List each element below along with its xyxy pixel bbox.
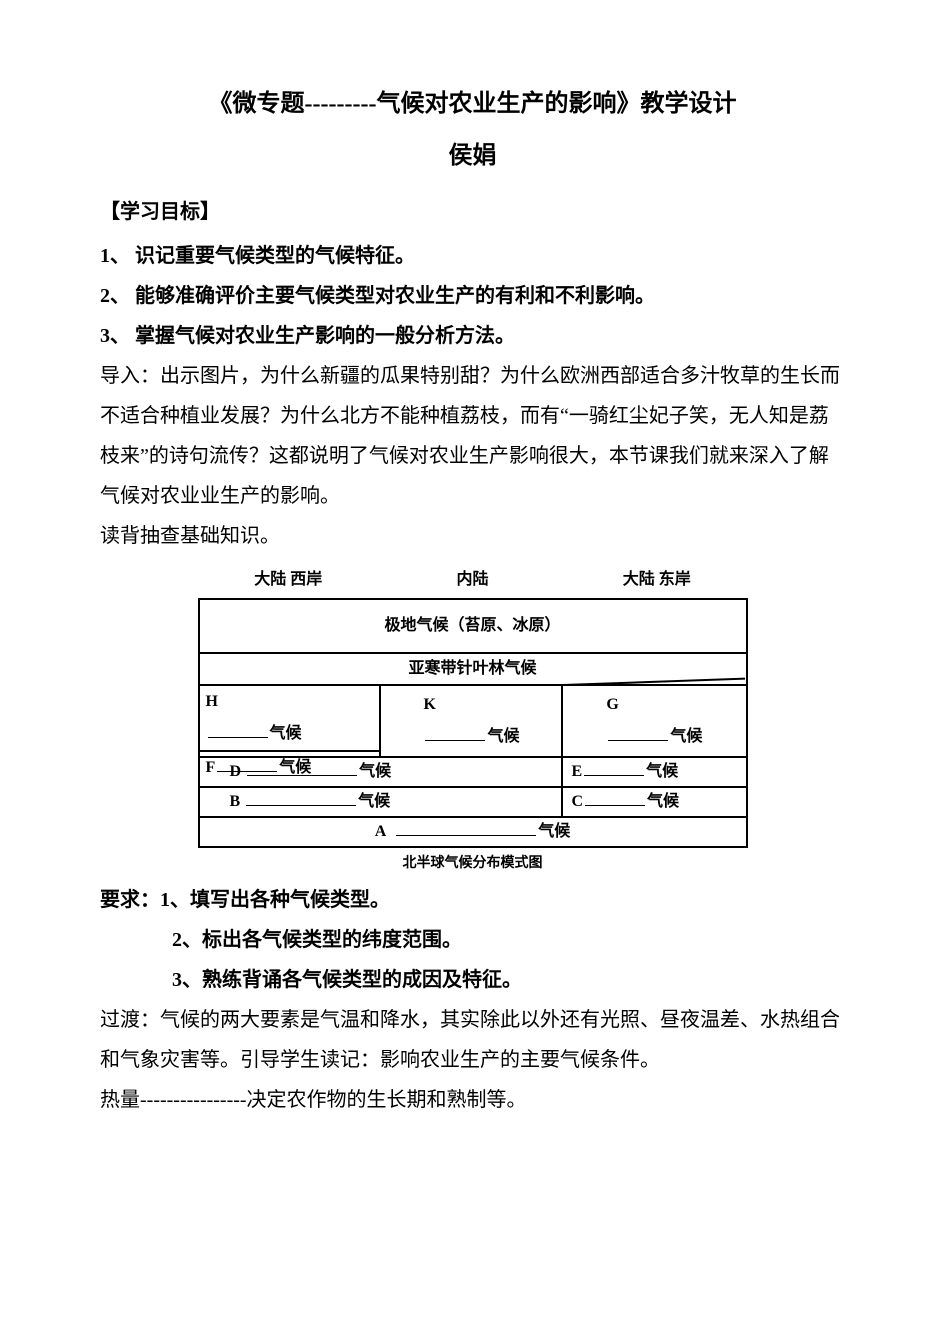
climate-diagram: 大陆 西岸 内陆 大陆 东岸 极地气候（苔原、冰原） 亚寒带针叶林气候 H 气候	[198, 564, 748, 878]
diagram-header-row: 大陆 西岸 内陆 大陆 东岸	[198, 564, 748, 596]
cell-e: E气候	[563, 758, 745, 786]
requirement-1: 要求：1、填写出各种气候类型。	[100, 880, 845, 920]
objective-1: 1、 识记重要气候类型的气候特征。	[100, 236, 845, 276]
header-inland: 内陆	[379, 564, 566, 596]
diagram-caption: 北半球气候分布模式图	[198, 850, 748, 878]
cell-a: A 气候	[200, 818, 746, 846]
lead-in-paragraph: 导入：出示图片，为什么新疆的瓜果特别甜？为什么欧洲西部适合多汁牧草的生长而不适合…	[100, 356, 845, 516]
document-author: 侯娟	[100, 132, 845, 180]
requirement-2: 2、标出各气候类型的纬度范围。	[100, 920, 845, 960]
transition-paragraph: 过渡：气候的两大要素是气温和降水，其实除此以外还有光照、昼夜温差、水热组合和气象…	[100, 1000, 845, 1080]
header-east-coast: 大陆 东岸	[566, 564, 748, 596]
objectives-heading: 【学习目标】	[100, 192, 845, 232]
polar-climate-cell: 极地气候（苔原、冰原）	[200, 600, 746, 652]
requirement-3: 3、熟练背诵各气候类型的成因及特征。	[100, 960, 845, 1000]
objective-3: 3、 掌握气候对农业生产影响的一般分析方法。	[100, 316, 845, 356]
cell-k: K 气候	[381, 686, 563, 756]
cell-b: B 气候	[200, 788, 564, 816]
cell-c: C气候	[563, 788, 745, 816]
cell-g: G 气候	[563, 686, 745, 756]
header-west-coast: 大陆 西岸	[198, 564, 380, 596]
cell-h: H 气候	[200, 686, 380, 752]
heat-line: 热量----------------决定农作物的生长期和熟制等。	[100, 1080, 845, 1120]
cell-d: D 气候	[200, 758, 564, 786]
climate-grid: 极地气候（苔原、冰原） 亚寒带针叶林气候 H 气候 F气候	[198, 598, 748, 848]
document-title: 《微专题---------气候对农业生产的影响》教学设计	[100, 80, 845, 128]
read-instruction: 读背抽查基础知识。	[100, 516, 845, 556]
objective-2: 2、 能够准确评价主要气候类型对农业生产的有利和不利影响。	[100, 276, 845, 316]
